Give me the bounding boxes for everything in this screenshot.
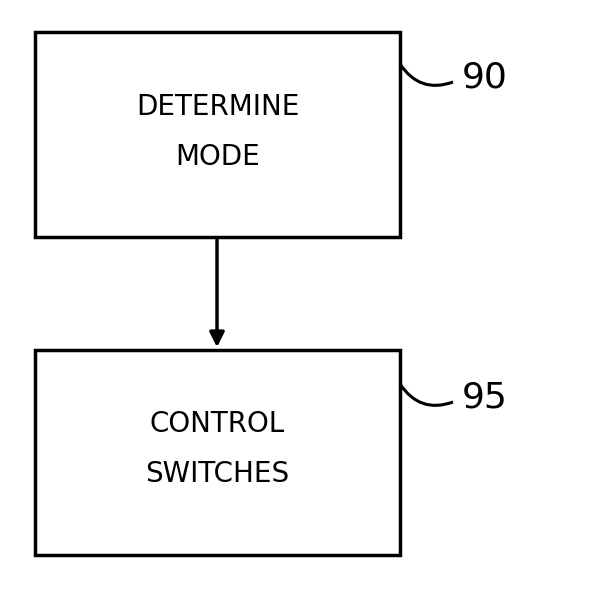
Text: MODE: MODE (175, 143, 260, 171)
Bar (35, 350, 400, 555)
Text: SWITCHES: SWITCHES (145, 460, 289, 488)
Text: DETERMINE: DETERMINE (136, 92, 299, 121)
Bar (35, 32, 400, 237)
Text: 95: 95 (462, 380, 508, 414)
Text: 90: 90 (462, 60, 508, 94)
Text: CONTROL: CONTROL (150, 411, 285, 439)
